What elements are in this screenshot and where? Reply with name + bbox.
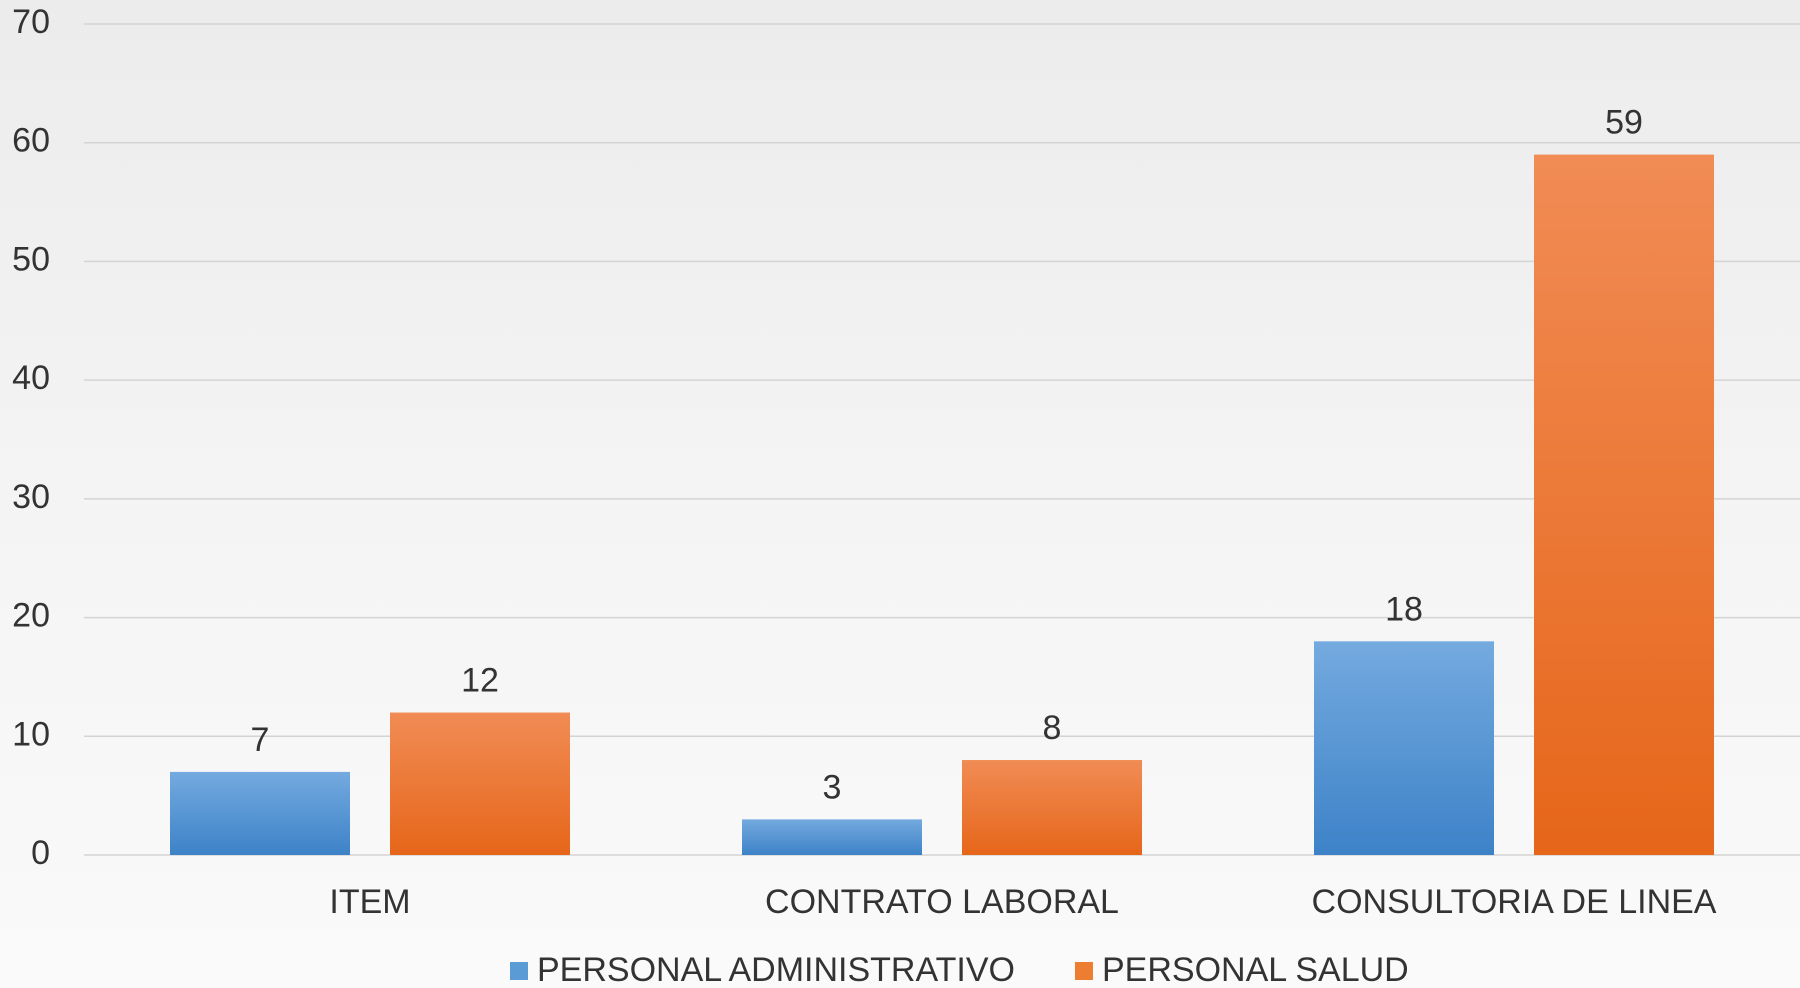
legend-swatch xyxy=(1074,962,1093,980)
bar xyxy=(1314,641,1494,855)
y-tick-label: 40 xyxy=(12,359,50,397)
bar xyxy=(962,760,1142,855)
legend-label: PERSONAL ADMINISTRATIVO xyxy=(537,951,1015,988)
y-tick-label: 0 xyxy=(31,834,50,872)
y-tick-label: 70 xyxy=(12,3,50,41)
value-label: 8 xyxy=(1043,709,1062,747)
legend-label: PERSONAL SALUD xyxy=(1102,951,1409,988)
bar xyxy=(1534,154,1714,856)
y-tick-label: 30 xyxy=(12,478,50,516)
x-tick-label: CONTRATO LABORAL xyxy=(765,883,1119,921)
legend-swatch xyxy=(510,962,528,980)
x-tick-label: ITEM xyxy=(329,883,410,921)
y-tick-label: 50 xyxy=(12,240,50,278)
bar xyxy=(742,819,922,855)
value-label: 12 xyxy=(461,662,499,700)
y-tick-label: 20 xyxy=(12,597,50,635)
value-label: 7 xyxy=(251,721,270,759)
bar xyxy=(170,771,350,855)
value-label: 59 xyxy=(1605,104,1643,142)
value-label: 3 xyxy=(823,768,842,806)
x-tick-label: CONSULTORIA DE LINEA xyxy=(1312,883,1717,921)
bar xyxy=(390,712,570,855)
y-tick-label: 60 xyxy=(12,122,50,160)
value-label: 18 xyxy=(1385,590,1423,628)
y-tick-label: 10 xyxy=(12,715,50,753)
